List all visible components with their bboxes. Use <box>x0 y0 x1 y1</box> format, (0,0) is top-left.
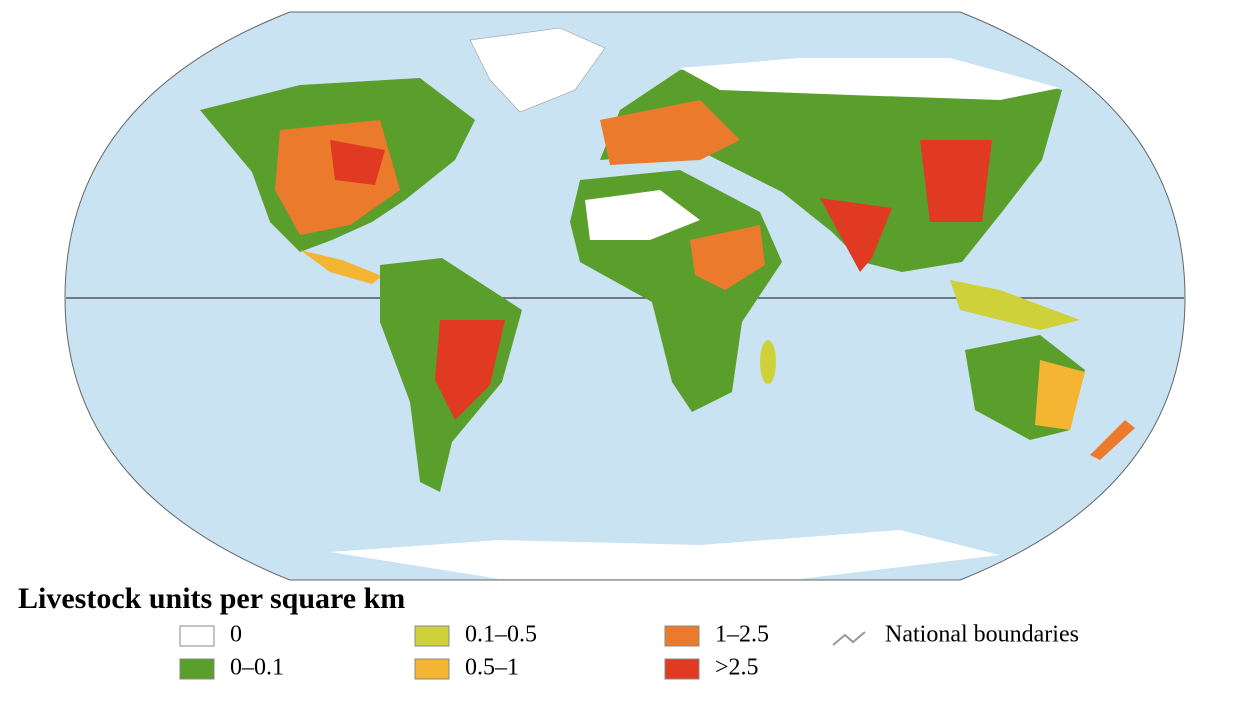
legend-label: National boundaries <box>885 622 1079 648</box>
legend-swatch <box>179 658 215 680</box>
legend-title: Livestock units per square km <box>18 582 405 615</box>
india <box>820 198 892 272</box>
legend-swatch <box>664 658 700 680</box>
legend-swatch <box>664 625 700 647</box>
australia-dense <box>1035 360 1085 430</box>
new-zealand <box>1090 420 1135 460</box>
legend-label: 0 <box>230 622 242 648</box>
arctic <box>680 58 1060 100</box>
legend-label: 0.1–0.5 <box>465 622 537 648</box>
legend-label: 1–2.5 <box>715 622 769 648</box>
legend-label: 0.5–1 <box>465 655 519 681</box>
legend: Livestock units per square km National b… <box>18 582 1079 681</box>
southeast-asia <box>950 280 1080 330</box>
south-america-dense <box>435 320 505 420</box>
antarctica <box>330 530 1000 579</box>
sahara <box>585 190 700 240</box>
central-america <box>300 250 382 284</box>
africa-dense <box>690 225 765 290</box>
boundary-icon <box>832 631 866 646</box>
greenland <box>469 27 606 113</box>
map <box>64 11 1186 581</box>
north-america-hot <box>330 140 385 185</box>
europe-dense <box>600 100 740 165</box>
china <box>920 140 992 222</box>
madagascar <box>760 340 776 384</box>
legend-swatch <box>414 658 450 680</box>
legend-swatch <box>179 625 215 647</box>
legend-label: >2.5 <box>715 655 759 681</box>
legend-label: 0–0.1 <box>230 655 284 681</box>
legend-swatch <box>414 625 450 647</box>
